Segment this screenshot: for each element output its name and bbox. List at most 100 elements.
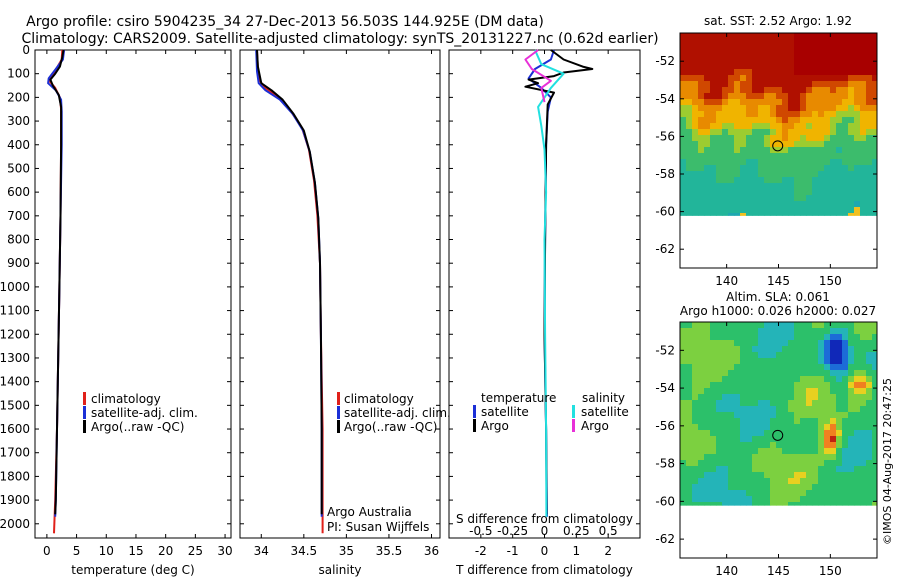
map-cell — [842, 358, 849, 365]
map-cell — [728, 111, 735, 118]
map-cell — [710, 87, 717, 94]
map-cell — [776, 165, 783, 172]
map-cell — [860, 39, 867, 46]
map-cell — [854, 340, 861, 347]
map-cell — [836, 207, 843, 214]
map-cell — [710, 177, 717, 184]
map-cell — [770, 183, 777, 190]
map-cell — [776, 472, 783, 479]
map-cell — [842, 123, 849, 130]
map-cell — [704, 454, 711, 461]
map-cell — [836, 135, 843, 142]
map-cell — [752, 328, 759, 335]
map-cell — [788, 129, 795, 136]
map-cell — [788, 153, 795, 160]
map-cell — [740, 189, 747, 196]
map-cell — [716, 490, 723, 497]
map-cell — [872, 490, 877, 497]
map-cell — [770, 201, 777, 208]
map-cell — [704, 502, 711, 506]
map-cell — [818, 484, 825, 491]
map-cell — [836, 322, 843, 329]
map-cell — [812, 171, 819, 178]
map-cell — [830, 75, 837, 82]
map-cell — [872, 147, 877, 154]
y-tick-label: -54 — [655, 92, 675, 106]
map-cell — [866, 442, 873, 449]
map-cell — [842, 334, 849, 341]
map-cell — [746, 352, 753, 359]
map-cell — [722, 424, 729, 431]
map-cell — [770, 340, 777, 347]
map-cell — [866, 33, 873, 40]
map-cell — [806, 171, 813, 178]
map-cell — [842, 502, 849, 506]
map-cell — [872, 454, 877, 461]
map-cell — [872, 424, 877, 431]
map-cell — [692, 436, 699, 443]
map-cell — [872, 213, 877, 216]
map-cell — [788, 117, 795, 124]
map-cell — [836, 117, 843, 124]
map-cell — [680, 39, 687, 46]
map-cell — [770, 69, 777, 76]
map-cell — [704, 352, 711, 359]
map-cell — [776, 334, 783, 341]
map-cell — [824, 418, 831, 425]
map-cell — [716, 418, 723, 425]
map-cell — [776, 117, 783, 124]
map-cell — [824, 183, 831, 190]
map-cell — [716, 99, 723, 106]
map-cell — [758, 117, 765, 124]
map-cell — [806, 111, 813, 118]
map-cell — [818, 141, 825, 148]
map-cell — [734, 352, 741, 359]
map-cell — [854, 51, 861, 58]
series-line — [255, 49, 323, 517]
map-cell — [698, 129, 705, 136]
map-cell — [818, 436, 825, 443]
map-cell — [728, 376, 735, 383]
map-cell — [710, 33, 717, 40]
x-tick-label-salinity: -0.5 — [469, 524, 492, 538]
map-cell — [716, 502, 723, 506]
map-cell — [854, 346, 861, 353]
map-cell — [740, 123, 747, 130]
x-tick-label: 145 — [767, 274, 790, 288]
map-cell — [764, 189, 771, 196]
map-cell — [824, 165, 831, 172]
map-cell — [854, 87, 861, 94]
map-cell — [824, 328, 831, 335]
map-cell — [686, 364, 693, 371]
map-cell — [758, 484, 765, 491]
map-cell — [818, 189, 825, 196]
map-cell — [752, 33, 759, 40]
map-cell — [842, 466, 849, 473]
map-cell — [698, 370, 705, 377]
map-cell — [740, 111, 747, 118]
map-cell — [806, 352, 813, 359]
map-cell — [854, 412, 861, 419]
map-cell — [728, 69, 735, 76]
map-cell — [680, 147, 687, 154]
map-cell — [758, 135, 765, 142]
map-cell — [836, 201, 843, 208]
map-cell — [818, 39, 825, 46]
map-cell — [722, 394, 729, 401]
map-cell — [806, 424, 813, 431]
map-cell — [728, 448, 735, 455]
map-cell — [722, 418, 729, 425]
map-cell — [812, 87, 819, 94]
map-cell — [710, 370, 717, 377]
map-cell — [740, 177, 747, 184]
map-cell — [746, 45, 753, 52]
map-cell — [806, 129, 813, 136]
map-cell — [836, 484, 843, 491]
map-cell — [812, 99, 819, 106]
map-cell — [686, 466, 693, 473]
map-cell — [812, 159, 819, 166]
map-cell — [866, 334, 873, 341]
map-cell — [782, 177, 789, 184]
map-cell — [866, 346, 873, 353]
map-cell — [710, 111, 717, 118]
